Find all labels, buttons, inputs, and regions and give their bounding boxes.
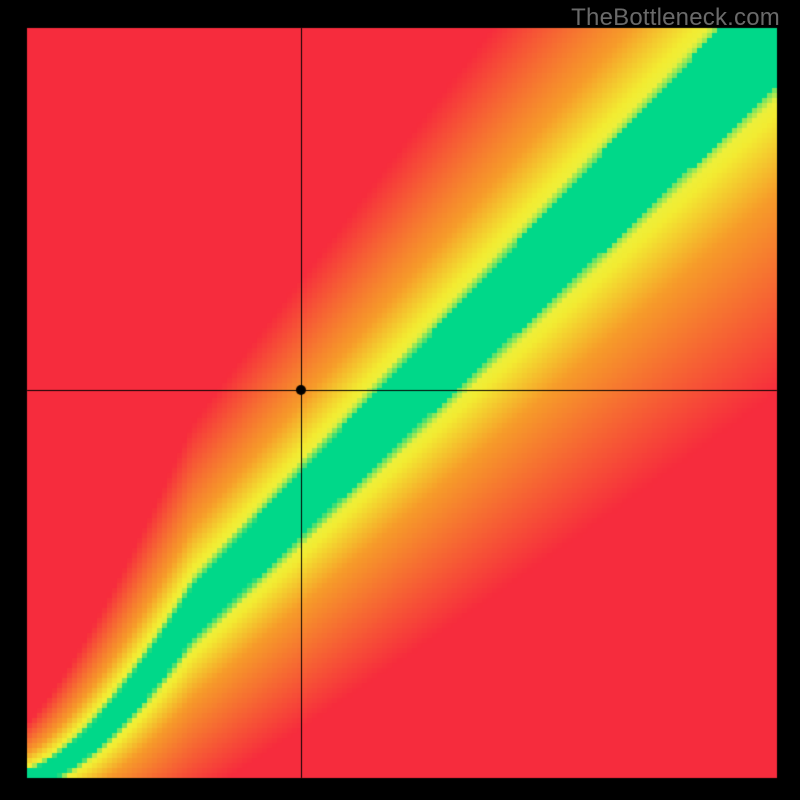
overlay-canvas bbox=[0, 0, 800, 800]
watermark-text: TheBottleneck.com bbox=[571, 4, 780, 32]
chart-container: TheBottleneck.com bbox=[0, 0, 800, 800]
